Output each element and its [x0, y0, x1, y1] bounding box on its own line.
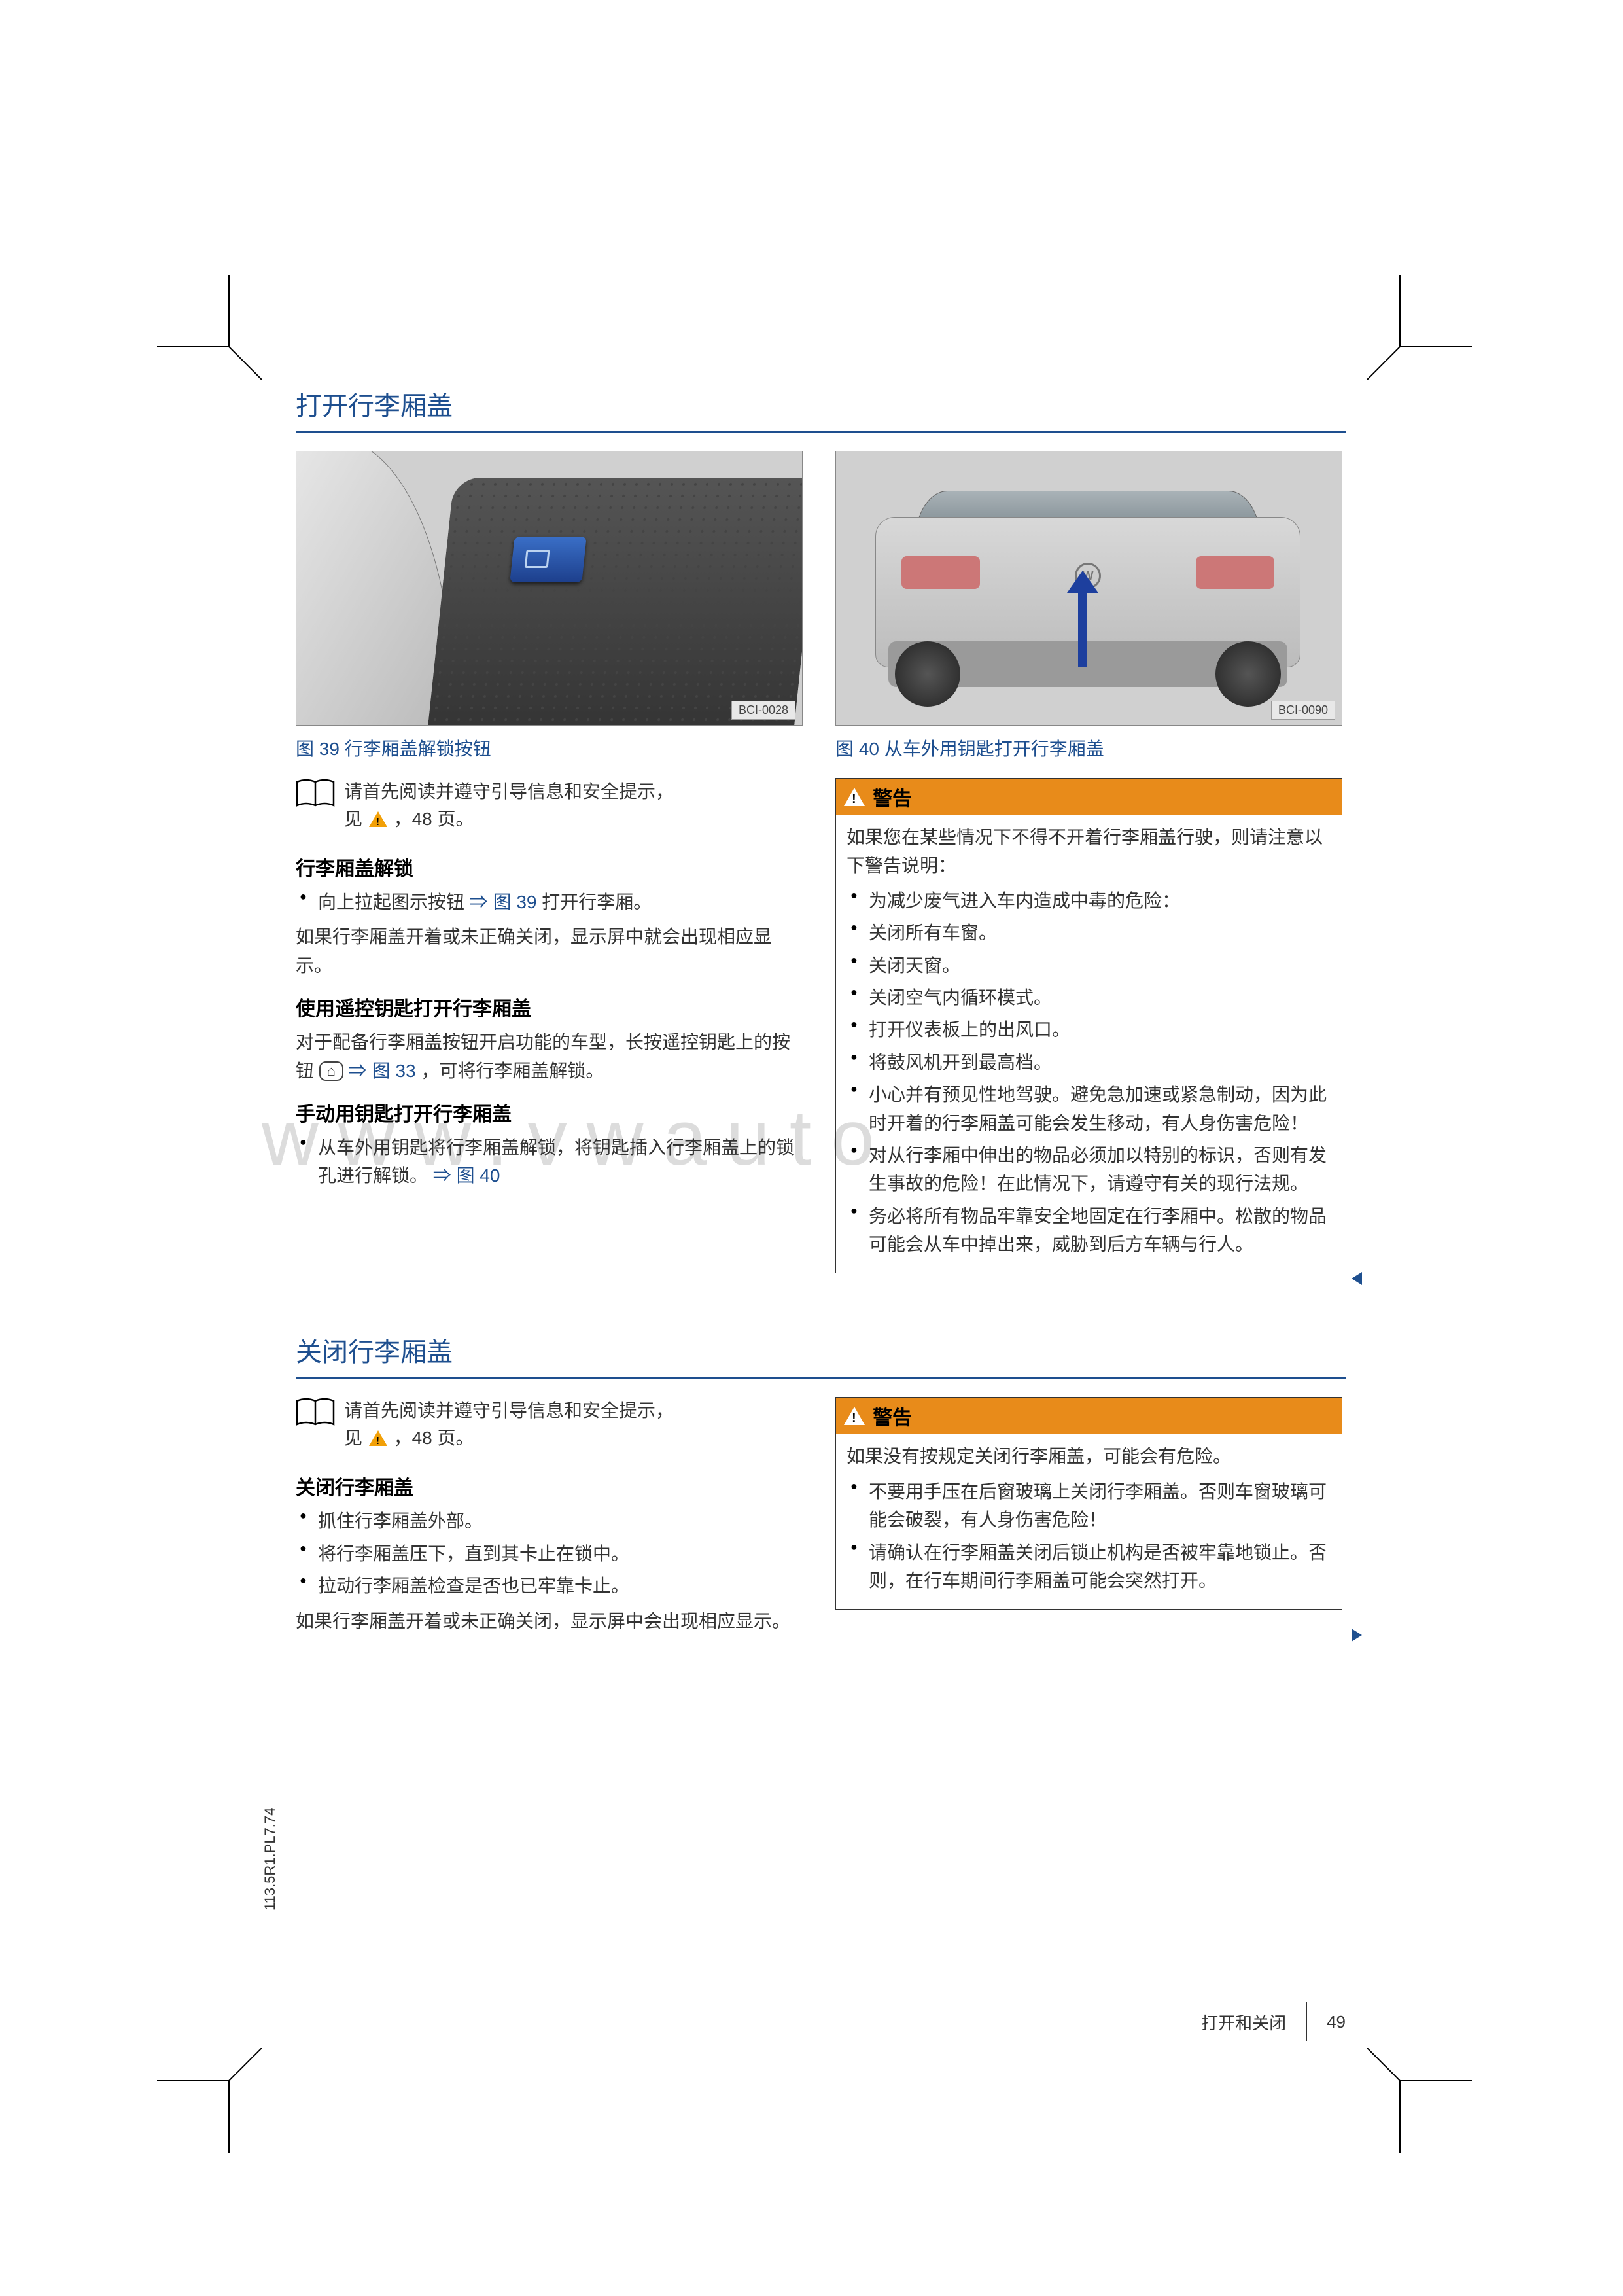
figure-39-num: 图 39: [296, 739, 340, 759]
figure-40-code: BCI-0090: [1271, 701, 1335, 720]
sub1-list: 向上拉起图示按钮 ⇒ 图 39 打开行李厢。: [296, 888, 803, 916]
intro1-line1: 请首先阅读并遵守引导信息和安全提示，: [344, 781, 674, 802]
warning-box-2-body: 如果没有按规定关闭行李厢盖，可能会有危险。 不要用手压在后窗玻璃上关闭行李厢盖。…: [836, 1434, 1342, 1609]
section2-title: 关闭行李厢盖: [296, 1331, 1346, 1379]
intro-block-1: 请首先阅读并遵守引导信息和安全提示， 见 ，48 页。: [296, 778, 803, 833]
section1-right-col: W BCI-0090 图 40 从车外用钥匙打开行李厢盖 警告: [835, 451, 1342, 1285]
figure-39: BCI-0028: [296, 451, 803, 726]
warning-box-2-intro: 如果没有按规定关闭行李厢盖，可能会有危险。: [846, 1442, 1331, 1470]
sub-close-trunk: 关闭行李厢盖: [296, 1472, 803, 1500]
warn1-item: 为减少废气进入车内造成中毒的危险：: [846, 887, 1331, 915]
warning-box-1-header: 警告: [836, 779, 1342, 815]
figure-39-caption: 图 39 行李厢盖解锁按钮: [296, 735, 803, 761]
footer-page-number: 49: [1327, 2012, 1346, 2032]
page-content: 打开行李厢盖 BCI-0028 图 39 行李厢盖解锁按钮 请首先阅读并遵守引导: [296, 385, 1346, 1642]
section2-columns: 请首先阅读并遵守引导信息和安全提示， 见 ，48 页。 关闭行李厢盖 抓住行李厢…: [296, 1397, 1346, 1642]
intro2-line2b: ，48 页。: [394, 1428, 474, 1448]
crop-mark-tr: [1367, 275, 1472, 380]
sub3-list: 从车外用钥匙将行李厢盖解锁，将钥匙插入行李厢盖上的锁孔进行解锁。 ⇒ 图 40: [296, 1133, 803, 1190]
section2-left-col: 请首先阅读并遵守引导信息和安全提示， 见 ，48 页。 关闭行李厢盖 抓住行李厢…: [296, 1397, 803, 1642]
sub1-item-c: 打开行李厢。: [542, 892, 652, 912]
warn1-item: 关闭所有车窗。: [846, 919, 1331, 947]
sub1-item-a: 向上拉起图示按钮: [318, 892, 464, 912]
intro-block-2: 请首先阅读并遵守引导信息和安全提示， 见 ，48 页。: [296, 1397, 803, 1452]
sub2-para: 对于配备行李厢盖按钮开启功能的车型，长按遥控钥匙上的按钮 ⌂ ⇒ 图 33 ，可…: [296, 1028, 803, 1085]
page-footer: 打开和关闭 49: [296, 2002, 1346, 2041]
key-button-icon: ⌂: [319, 1061, 343, 1081]
section2-right-col: 警告 如果没有按规定关闭行李厢盖，可能会有危险。 不要用手压在后窗玻璃上关闭行李…: [835, 1397, 1342, 1642]
figure-40-caption-text: 从车外用钥匙打开行李厢盖: [884, 739, 1104, 759]
section1-title: 打开行李厢盖: [296, 385, 1346, 433]
book-icon: [296, 778, 335, 809]
warning-box-2: 警告 如果没有按规定关闭行李厢盖，可能会有危险。 不要用手压在后窗玻璃上关闭行李…: [835, 1397, 1342, 1610]
warn1-item: 对从行李厢中伸出的物品必须加以特别的标识，否则有发生事故的危险！在此情况下，请遵…: [846, 1141, 1331, 1198]
section-continue-marker-icon: [1352, 1629, 1362, 1642]
footer-separator: [1306, 2002, 1307, 2041]
intro2-line1: 请首先阅读并遵守引导信息和安全提示，: [344, 1400, 674, 1421]
warn1-item: 将鼓风机开到最高档。: [846, 1048, 1331, 1076]
figure-40-caption: 图 40 从车外用钥匙打开行李厢盖: [835, 735, 1342, 761]
warn1-item: 关闭空气内循环模式。: [846, 983, 1331, 1012]
warning-box-2-title: 警告: [873, 1402, 912, 1430]
warn1-item: 关闭天窗。: [846, 951, 1331, 980]
warning-triangle-icon: [844, 1407, 865, 1425]
intro2-line2a: 见: [344, 1428, 368, 1448]
sub1-item: 向上拉起图示按钮 ⇒ 图 39 打开行李厢。: [296, 888, 803, 916]
sub-manual-key: 手动用钥匙打开行李厢盖: [296, 1098, 803, 1127]
close-para: 如果行李厢盖开着或未正确关闭，显示屏中会出现相应显示。: [296, 1607, 803, 1635]
crop-mark-tl: [157, 275, 262, 380]
sub-unlock-trunk: 行李厢盖解锁: [296, 853, 803, 881]
footer-section-label: 打开和关闭: [1201, 2010, 1286, 2034]
warning-box-1: 警告 如果您在某些情况下不得不开着行李厢盖行驶，则请注意以下警告说明： 为减少废…: [835, 778, 1342, 1273]
document-code: 113.5R1.PL7.74: [262, 1808, 279, 1911]
crop-mark-br: [1367, 2048, 1472, 2153]
fig39-link[interactable]: ⇒ 图 39: [470, 892, 537, 912]
sub3-item-a: 从车外用钥匙将行李厢盖解锁，将钥匙插入行李厢盖上的锁孔进行解锁。: [318, 1137, 794, 1186]
section1-columns: BCI-0028 图 39 行李厢盖解锁按钮 请首先阅读并遵守引导信息和安全提示…: [296, 451, 1346, 1285]
warning-triangle-icon: [844, 788, 865, 806]
warn1-item: 小心并有预见性地驾驶。避免急加速或紧急制动，因为此时开着的行李厢盖可能会发生移动…: [846, 1080, 1331, 1137]
figure-40: W BCI-0090: [835, 451, 1342, 726]
sub1-para: 如果行李厢盖开着或未正确关闭，显示屏中就会出现相应显示。: [296, 923, 803, 980]
close-item: 抓住行李厢盖外部。: [296, 1507, 803, 1535]
close-list: 抓住行李厢盖外部。 将行李厢盖压下，直到其卡止在锁中。 拉动行李厢盖检查是否也已…: [296, 1507, 803, 1600]
sub-remote-key: 使用遥控钥匙打开行李厢盖: [296, 993, 803, 1021]
close-item: 将行李厢盖压下，直到其卡止在锁中。: [296, 1540, 803, 1568]
figure-39-code: BCI-0028: [731, 701, 795, 720]
warn1-item: 务必将所有物品牢靠安全地固定在行李厢中。松散的物品可能会从车中掉出来，威胁到后方…: [846, 1202, 1331, 1259]
warning-triangle-inline-icon: [369, 811, 387, 827]
fig40-link[interactable]: ⇒ 图 40: [433, 1165, 500, 1186]
crop-mark-bl: [157, 2048, 262, 2153]
warn2-item: 请确认在行李厢盖关闭后锁止机构是否被牢靠地锁止。否则，在行车期间行李厢盖可能会突…: [846, 1538, 1331, 1595]
up-arrow-icon: [1078, 589, 1087, 667]
intro1-line2a: 见: [344, 809, 368, 829]
intro1-line2b: ，48 页。: [394, 809, 474, 829]
close-item: 拉动行李厢盖检查是否也已牢靠卡止。: [296, 1572, 803, 1600]
warning-box-1-body: 如果您在某些情况下不得不开着行李厢盖行驶，则请注意以下警告说明： 为减少废气进入…: [836, 815, 1342, 1273]
sub2-c: ，可将行李厢盖解锁。: [421, 1061, 604, 1081]
warn2-item: 不要用手压在后窗玻璃上关闭行李厢盖。否则车窗玻璃可能会破裂，有人身伤害危险！: [846, 1477, 1331, 1534]
section-end-marker-icon: [1352, 1272, 1362, 1285]
book-icon: [296, 1397, 335, 1428]
sub3-item: 从车外用钥匙将行李厢盖解锁，将钥匙插入行李厢盖上的锁孔进行解锁。 ⇒ 图 40: [296, 1133, 803, 1190]
warning-box-2-header: 警告: [836, 1398, 1342, 1434]
warning-box-1-title: 警告: [873, 783, 912, 811]
fig33-link[interactable]: ⇒ 图 33: [349, 1061, 416, 1081]
figure-39-caption-text: 行李厢盖解锁按钮: [345, 739, 491, 759]
warning-triangle-inline-icon: [369, 1430, 387, 1446]
warn1-item: 打开仪表板上的出风口。: [846, 1016, 1331, 1044]
warning-box-1-intro: 如果您在某些情况下不得不开着行李厢盖行驶，则请注意以下警告说明：: [846, 823, 1331, 880]
section1-left-col: BCI-0028 图 39 行李厢盖解锁按钮 请首先阅读并遵守引导信息和安全提示…: [296, 451, 803, 1285]
figure-40-num: 图 40: [835, 739, 879, 759]
